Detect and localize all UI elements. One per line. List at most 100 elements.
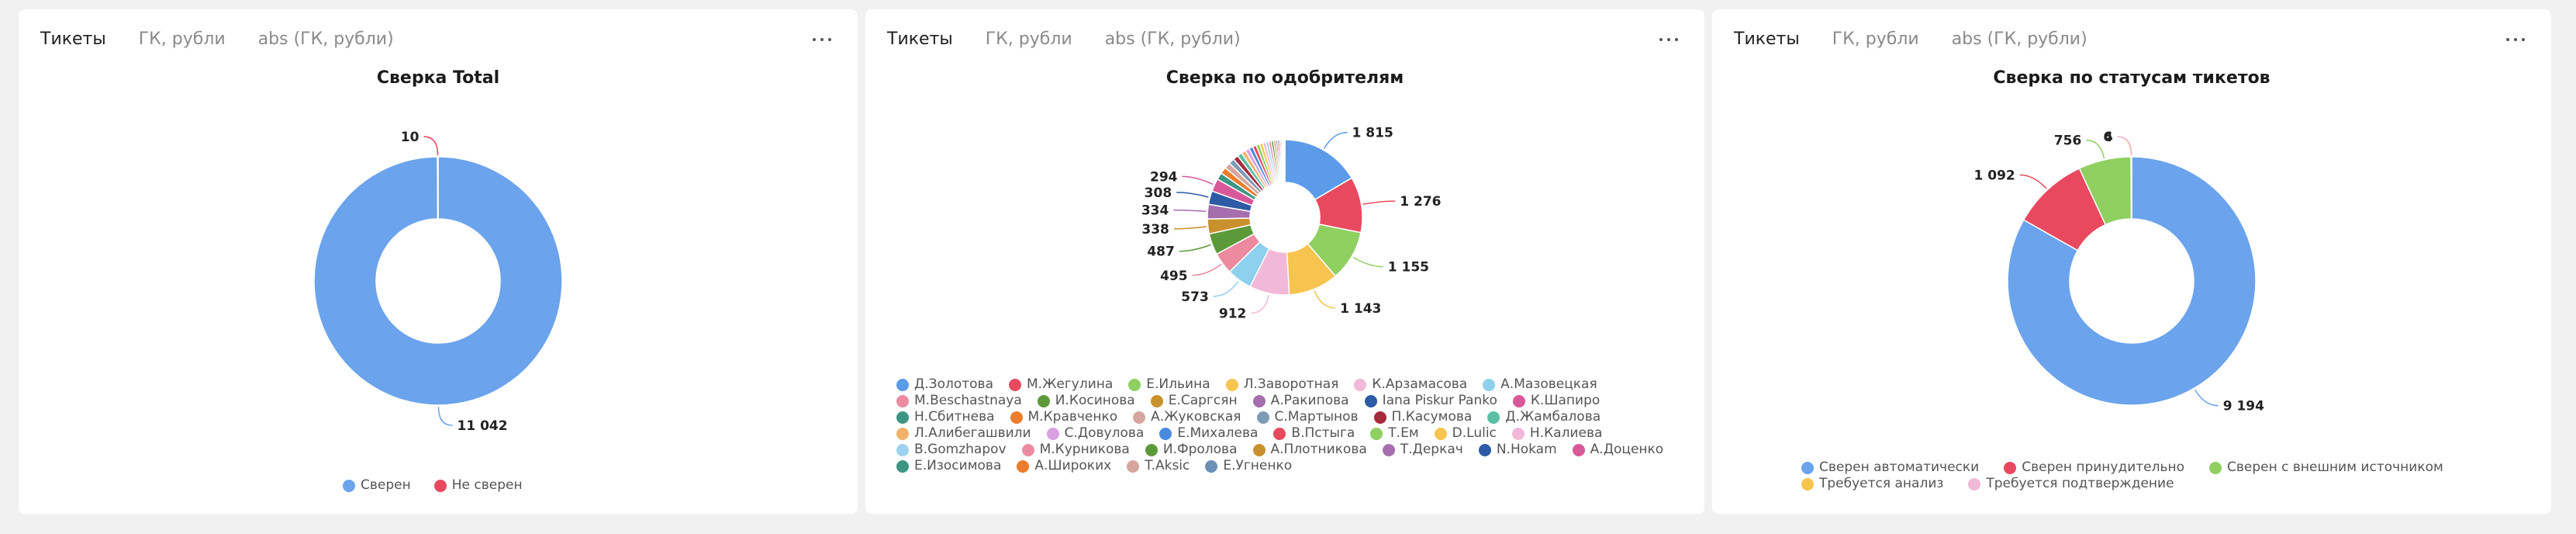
legend-swatch [1009,378,1021,391]
tab-gk-rubles[interactable]: ГК, рубли [985,29,1072,49]
legend-item[interactable]: Д.Золотова [896,376,993,393]
legend-swatch [1382,443,1395,456]
legend-item[interactable]: Н.Калиева [1511,425,1602,442]
data-label: 1 276 [1400,194,1441,210]
legend-label: Требуется анализ [1819,476,1944,491]
data-label: 912 [1219,306,1247,321]
legend-item[interactable]: Е.Угненко [1205,458,1292,474]
legend-item[interactable]: И.Косинова [1037,393,1135,409]
legend-swatch [1354,378,1367,391]
legend-item[interactable]: Л.Заворотная [1225,376,1339,393]
legend-item[interactable]: С.Мартынов [1256,409,1359,425]
tab-abs-gk-rubles[interactable]: abs (ГК, рубли) [257,29,394,49]
legend-label: П.Касумова [1391,409,1473,425]
legend-swatch [1046,427,1059,440]
legend-swatch [1487,411,1500,424]
tab-tickets[interactable]: Тикеты [40,29,106,49]
legend-item[interactable]: Сверен автоматически [1801,459,1979,476]
tab-gk-rubles[interactable]: ГК, рубли [138,29,226,49]
legend-item[interactable]: А.Широких [1017,458,1111,474]
slice-не-сверен[interactable] [437,156,439,220]
legend-label: Сверен [361,477,411,493]
legend-item[interactable]: М.Курникова [1021,442,1130,458]
legend-item[interactable]: B.Gomzhapov [896,442,1007,458]
legend-item[interactable]: T.Aksic [1127,458,1190,474]
more-menu-icon[interactable] [2500,23,2531,54]
legend-item[interactable]: Е.Саргсян [1150,393,1238,409]
legend-item[interactable]: А.Ракипова [1252,393,1349,409]
label-connector [1173,226,1207,230]
legend-item[interactable]: N.Hokam [1478,442,1557,458]
legend-item[interactable]: А.Доценко [1572,442,1664,458]
tab-bar: Тикеты ГК, рубли abs (ГК, рубли) [887,23,1273,54]
slice-сверен-автоматически[interactable] [2007,156,2257,406]
tab-tickets[interactable]: Тикеты [887,29,953,49]
legend-swatch [1133,411,1146,424]
tab-abs-gk-rubles[interactable]: abs (ГК, рубли) [1951,29,2087,49]
legend-item[interactable]: Iana Piskur Panko [1364,393,1497,409]
legend-item[interactable]: Е.Михалева [1159,425,1258,442]
legend-label: T.Aksic [1145,458,1190,473]
legend-item[interactable]: А.Мазовецкая [1483,376,1597,393]
legend-item[interactable]: А.Плотникова [1252,442,1367,458]
legend-label: А.Доценко [1590,442,1664,457]
legend-item[interactable]: Л.Алибегашвили [896,425,1031,442]
legend-label: Сверен принудительно [2022,459,2185,475]
legend-item[interactable]: Т.Ем [1370,425,1419,442]
more-menu-icon[interactable] [806,23,837,54]
legend-item[interactable]: Н.Сбитнева [896,409,995,425]
legend-item[interactable]: Д.Жамбалова [1487,409,1601,425]
chart-legend: Сверен автоматически Сверен принудительно… [1801,459,2499,492]
legend-label: Т.Ем [1388,425,1419,441]
legend-swatch [1483,378,1496,391]
legend-label: А.Плотникова [1270,442,1367,457]
chart-panel-ticket-statuses: Тикеты ГК, рубли abs (ГК, рубли) Сверка … [1712,9,2551,514]
legend-label: Iana Piskur Panko [1382,393,1497,408]
legend-swatch [1373,411,1386,424]
legend-item[interactable]: К.Арзамасова [1354,376,1467,393]
legend-swatch [1434,427,1447,440]
label-connector [2086,139,2105,159]
legend-swatch [1364,394,1377,407]
legend-item[interactable]: П.Касумова [1373,409,1473,425]
legend-item[interactable]: Сверен принудительно [2004,459,2184,476]
legend-item[interactable]: М.Жегулина [1009,376,1113,393]
label-connector [2194,389,2219,407]
legend-item[interactable]: Сверен с внешним источником [2209,459,2443,476]
legend-swatch [2004,461,2017,474]
legend-item[interactable]: D.Lulic [1434,425,1497,442]
legend-item[interactable]: Не сверен [433,477,523,494]
slice-сверен[interactable] [313,156,563,406]
label-connector [1323,131,1348,149]
legend-item[interactable]: И.Фролова [1145,442,1238,458]
legend-item[interactable]: К.Шапиро [1512,393,1600,409]
legend-swatch [896,394,909,407]
legend-label: N.Hokam [1496,442,1557,457]
label-connector [1176,192,1209,198]
donut-chart: 1 815 1 276 1 155 1 143 912 573 495 487 338 334 30… [1141,126,1442,322]
legend-item[interactable]: Е.Ильина [1128,376,1210,393]
tab-tickets[interactable]: Тикеты [1734,29,1800,49]
legend-item[interactable]: А.Жуковская [1133,409,1241,425]
slice-е-угненко[interactable] [1283,139,1286,183]
legend-label: Т.Деркач [1400,442,1463,457]
tab-abs-gk-rubles[interactable]: abs (ГК, рубли) [1104,29,1241,49]
legend-item[interactable]: М.Кравченко [1010,409,1117,425]
chart-title: Сверка по одобрителям [1165,68,1404,88]
tab-gk-rubles[interactable]: ГК, рубли [1832,29,1919,49]
legend-item[interactable]: Е.Изосимова [896,458,1001,474]
legend-label: Л.Алибегашвили [914,425,1031,441]
more-menu-icon[interactable] [1653,23,1684,54]
legend-item[interactable]: Т.Деркач [1382,442,1463,458]
legend-item[interactable]: Требуется анализ [1801,476,1943,492]
legend-item[interactable]: M.Beschastnaya [896,393,1022,409]
legend-label: Д.Жамбалова [1505,409,1601,425]
legend-item[interactable]: С.Довулова [1046,425,1144,442]
legend-item[interactable]: В.Пстыга [1273,425,1355,442]
legend-label: Л.Заворотная [1243,376,1339,392]
legend-item[interactable]: Требуется подтверждение [1968,476,2174,492]
data-label: 487 [1147,244,1175,260]
legend-label: А.Жуковская [1151,409,1241,425]
data-label: 1 815 [1352,126,1393,141]
legend-item[interactable]: Сверен [343,477,411,494]
